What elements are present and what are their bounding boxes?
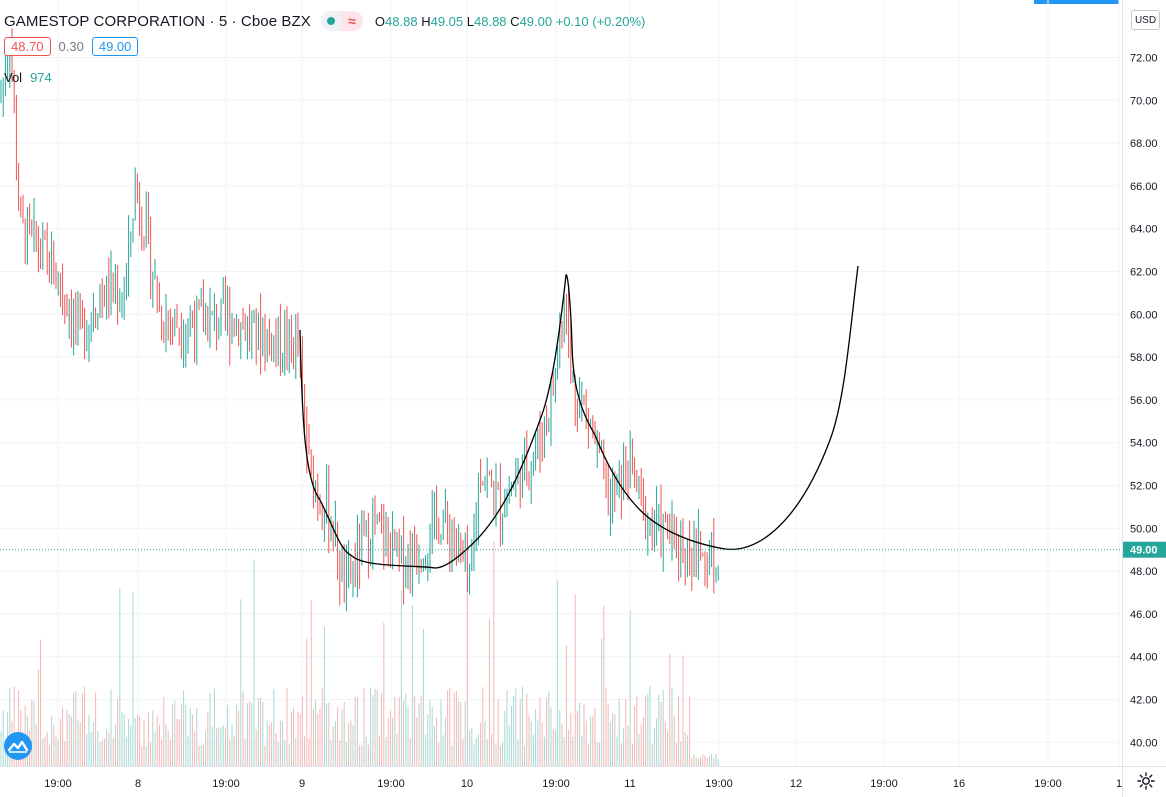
- time-tick-label: 19:00: [44, 778, 72, 790]
- chart-grid: [0, 0, 1122, 766]
- price-tick-label: 62.00: [1130, 267, 1158, 279]
- price-tick-label: 56.00: [1130, 395, 1158, 407]
- time-tick-label: 19:00: [870, 778, 898, 790]
- cup-and-handle-line[interactable]: [299, 265, 859, 569]
- market-status-pill[interactable]: ≈: [320, 11, 363, 31]
- ohlc-values: O48.88 H49.05 L48.88 C49.00 +0.10 (+0.20…: [375, 14, 645, 29]
- time-tick-label: 1: [1116, 778, 1122, 790]
- active-pane-indicator: [1034, 0, 1119, 4]
- volume-label: Vol: [4, 70, 23, 85]
- tradingview-logo-icon[interactable]: [4, 732, 32, 760]
- time-tick-label: 19:00: [542, 778, 570, 790]
- symbol-title[interactable]: GAMESTOP CORPORATION · 5 · Cboe BZX: [4, 12, 311, 30]
- time-tick-label: 12: [790, 778, 802, 790]
- close-label: C: [510, 13, 520, 29]
- high-label: H: [421, 13, 431, 29]
- time-tick-label: 10: [461, 778, 473, 790]
- currency-badge[interactable]: USD: [1131, 10, 1160, 30]
- price-tick-label: 54.00: [1130, 438, 1158, 450]
- legend-row: GAMESTOP CORPORATION · 5 · Cboe BZX ≈ O4…: [4, 10, 645, 32]
- sell-price-button[interactable]: 48.70: [4, 37, 51, 56]
- time-tick-label: 19:00: [212, 778, 240, 790]
- price-tick-label: 70.00: [1130, 95, 1158, 107]
- volume-legend: Vol 974: [4, 70, 52, 85]
- price-tick-label: 58.00: [1130, 352, 1158, 364]
- gear-icon[interactable]: [1136, 771, 1156, 791]
- cup-pattern-drawing: [299, 265, 859, 569]
- time-tick-label: 8: [135, 778, 141, 790]
- low-value: 48.88: [474, 13, 507, 29]
- price-tick-label: 60.00: [1130, 309, 1158, 321]
- price-tick-label: 40.00: [1130, 737, 1158, 749]
- price-bars: [0, 28, 719, 611]
- time-tick-label: 19:00: [1034, 778, 1062, 790]
- time-tick-label: 19:00: [705, 778, 733, 790]
- open-value: 48.88: [385, 13, 418, 29]
- current-price-badge: [1123, 541, 1166, 558]
- price-tick-label: 42.00: [1130, 695, 1158, 707]
- data-delay-icon: ≈: [340, 11, 363, 31]
- volume-value: 974: [30, 70, 52, 85]
- price-tick-label: 50.00: [1130, 523, 1158, 535]
- buy-price-button[interactable]: 49.00: [91, 37, 139, 56]
- volume-bars: [0, 540, 719, 766]
- time-tick-label: 19:00: [377, 778, 405, 790]
- close-value: 49.00: [519, 13, 553, 29]
- market-open-icon: [321, 11, 341, 31]
- spread-value: 0.30: [58, 39, 84, 54]
- price-tick-label: 44.00: [1130, 652, 1158, 664]
- price-tick-label: 72.00: [1130, 53, 1158, 65]
- price-tick-label: 52.00: [1130, 481, 1158, 493]
- time-tick-label: 16: [953, 778, 965, 790]
- open-label: O: [374, 13, 386, 29]
- change-value: +0.10 (+0.20%): [555, 13, 646, 29]
- price-tick-label: 64.00: [1130, 224, 1158, 236]
- time-tick-label: 11: [624, 778, 635, 790]
- high-value: 49.05: [430, 13, 464, 29]
- current-price-label: 49.00: [1130, 545, 1158, 557]
- time-tick-label: 9: [299, 778, 305, 790]
- price-tick-label: 48.00: [1130, 566, 1158, 578]
- low-label: L: [466, 13, 474, 29]
- price-tick-label: 46.00: [1130, 609, 1158, 621]
- price-tick-label: 66.00: [1130, 181, 1158, 193]
- trade-buttons: 48.70 0.30 49.00: [4, 37, 139, 56]
- price-tick-label: 68.00: [1130, 138, 1158, 150]
